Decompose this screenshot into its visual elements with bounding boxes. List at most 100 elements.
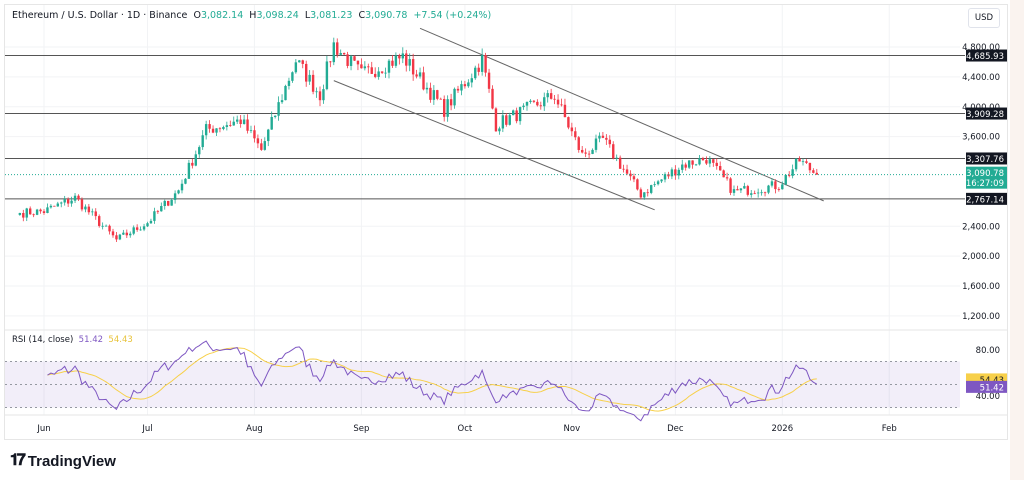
candle <box>374 73 377 77</box>
level-price-label: 2,767.14 <box>966 195 1004 205</box>
candle <box>204 124 208 136</box>
candle <box>408 59 411 66</box>
candle <box>425 87 429 90</box>
candle <box>208 124 211 129</box>
candle <box>218 128 222 130</box>
candle <box>173 193 177 200</box>
candle <box>66 199 70 204</box>
currency-button[interactable]: USD <box>968 8 1000 28</box>
candle <box>242 119 246 125</box>
candle <box>280 100 284 103</box>
symbol-title[interactable]: Ethereum / U.S. Dollar · 1D · Binance <box>12 10 188 21</box>
candle <box>477 67 480 72</box>
candle <box>443 98 446 117</box>
candle <box>570 127 574 132</box>
channel-lower-line <box>333 80 655 211</box>
price-tick-label: 1,600.00 <box>962 282 1000 292</box>
candle <box>377 71 380 77</box>
candle <box>777 189 781 190</box>
candle <box>460 84 463 91</box>
candle <box>543 97 546 107</box>
rsi-value-tag <box>966 380 1007 393</box>
candle <box>781 184 784 190</box>
candle <box>694 164 698 166</box>
time-tick-label: Aug <box>246 424 263 434</box>
candle <box>346 54 349 66</box>
candle <box>53 205 56 207</box>
candle <box>808 162 812 171</box>
candle <box>77 195 80 200</box>
candle <box>325 61 329 90</box>
candle <box>594 138 598 150</box>
candle <box>491 88 494 109</box>
rsi-tick-label: 40.00 <box>976 392 1000 402</box>
candle <box>70 200 73 204</box>
chart-frame[interactable] <box>4 4 1008 440</box>
candle <box>135 227 139 230</box>
candle <box>722 170 725 178</box>
candle <box>784 174 787 185</box>
candle <box>401 53 404 59</box>
candle <box>608 139 611 145</box>
time-tick-label: 2026 <box>771 424 793 434</box>
candle <box>746 186 749 195</box>
candle <box>49 205 53 208</box>
candle <box>305 63 308 82</box>
candle <box>788 174 791 176</box>
candle <box>525 101 529 106</box>
candle <box>39 209 42 212</box>
candle <box>646 192 649 194</box>
candle <box>229 125 232 126</box>
candle <box>253 130 256 139</box>
candle <box>650 185 653 193</box>
candle <box>598 135 601 139</box>
candle <box>139 229 142 231</box>
candle <box>556 99 560 105</box>
candle <box>94 211 97 217</box>
candle <box>270 116 273 130</box>
rsi-title[interactable]: RSI (14, close) <box>12 335 74 345</box>
rsi-tick-label: 80.00 <box>976 346 1000 356</box>
candle <box>356 60 360 65</box>
candle <box>32 214 35 216</box>
candle <box>291 72 294 81</box>
candle <box>104 225 108 227</box>
candle <box>73 195 77 201</box>
candle <box>29 208 32 215</box>
candle <box>512 110 515 116</box>
candle <box>211 128 215 133</box>
candle <box>25 208 28 218</box>
candle <box>167 200 170 206</box>
level-price-tag <box>966 49 1007 62</box>
candle <box>687 160 691 168</box>
candle <box>677 169 680 176</box>
candle <box>625 169 629 174</box>
price-chart[interactable]: 4,800.004,400.004,000.003,600.002,400.00… <box>0 0 1010 445</box>
candle <box>177 190 180 194</box>
price-tick-label: 2,000.00 <box>962 252 1000 262</box>
candle <box>498 128 501 132</box>
candle <box>684 164 687 168</box>
candle <box>18 212 22 215</box>
time-tick-label: Oct <box>458 424 473 434</box>
candle <box>618 157 622 169</box>
tradingview-logo[interactable]: 𝟏𝟕 TradingView <box>10 452 116 470</box>
candle <box>142 226 146 230</box>
candle <box>187 162 191 179</box>
level-price-tag <box>966 107 1007 120</box>
candle <box>591 149 594 154</box>
candle <box>60 202 63 204</box>
candle <box>315 91 318 93</box>
candle <box>249 130 253 132</box>
candle <box>80 199 84 210</box>
candle <box>701 158 705 161</box>
time-tick-label: Jun <box>36 424 50 434</box>
candle <box>549 93 553 99</box>
candle <box>760 192 763 194</box>
candles <box>18 37 818 242</box>
candle <box>46 207 49 213</box>
candle <box>129 233 132 236</box>
candle <box>508 115 511 125</box>
candle <box>539 105 542 107</box>
candle <box>236 119 239 122</box>
